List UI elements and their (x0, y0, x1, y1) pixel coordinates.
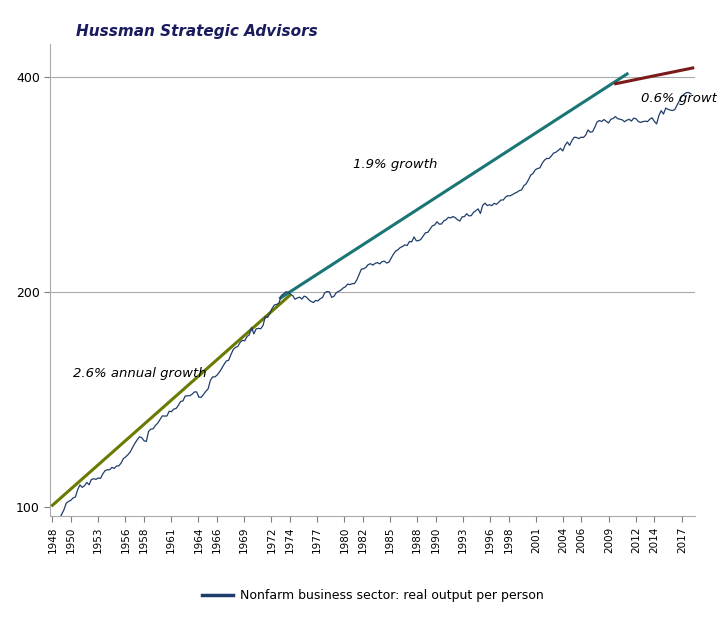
Text: 2.6% annual growth: 2.6% annual growth (73, 367, 207, 380)
Text: 1.9% growth: 1.9% growth (353, 158, 438, 171)
Text: 0.6% growth: 0.6% growth (641, 93, 717, 106)
Text: Hussman Strategic Advisors: Hussman Strategic Advisors (76, 24, 318, 39)
Legend: Nonfarm business sector: real output per person: Nonfarm business sector: real output per… (197, 584, 549, 607)
